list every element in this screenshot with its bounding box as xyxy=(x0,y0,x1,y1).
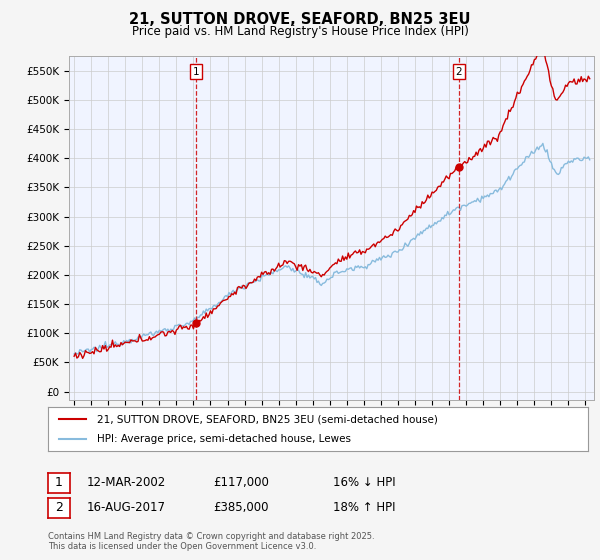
Text: 2: 2 xyxy=(456,67,463,77)
Text: HPI: Average price, semi-detached house, Lewes: HPI: Average price, semi-detached house,… xyxy=(97,433,350,444)
Text: Price paid vs. HM Land Registry's House Price Index (HPI): Price paid vs. HM Land Registry's House … xyxy=(131,25,469,38)
Text: Contains HM Land Registry data © Crown copyright and database right 2025.
This d: Contains HM Land Registry data © Crown c… xyxy=(48,532,374,552)
Text: 21, SUTTON DROVE, SEAFORD, BN25 3EU (semi-detached house): 21, SUTTON DROVE, SEAFORD, BN25 3EU (sem… xyxy=(97,414,437,424)
Text: 21, SUTTON DROVE, SEAFORD, BN25 3EU: 21, SUTTON DROVE, SEAFORD, BN25 3EU xyxy=(129,12,471,27)
Text: 12-MAR-2002: 12-MAR-2002 xyxy=(87,476,166,489)
Text: 18% ↑ HPI: 18% ↑ HPI xyxy=(333,501,395,515)
Text: 1: 1 xyxy=(55,476,63,489)
Text: 1: 1 xyxy=(193,67,200,77)
Text: £117,000: £117,000 xyxy=(213,476,269,489)
Text: 16-AUG-2017: 16-AUG-2017 xyxy=(87,501,166,515)
Text: 2: 2 xyxy=(55,501,63,515)
Text: 16% ↓ HPI: 16% ↓ HPI xyxy=(333,476,395,489)
Text: £385,000: £385,000 xyxy=(213,501,269,515)
